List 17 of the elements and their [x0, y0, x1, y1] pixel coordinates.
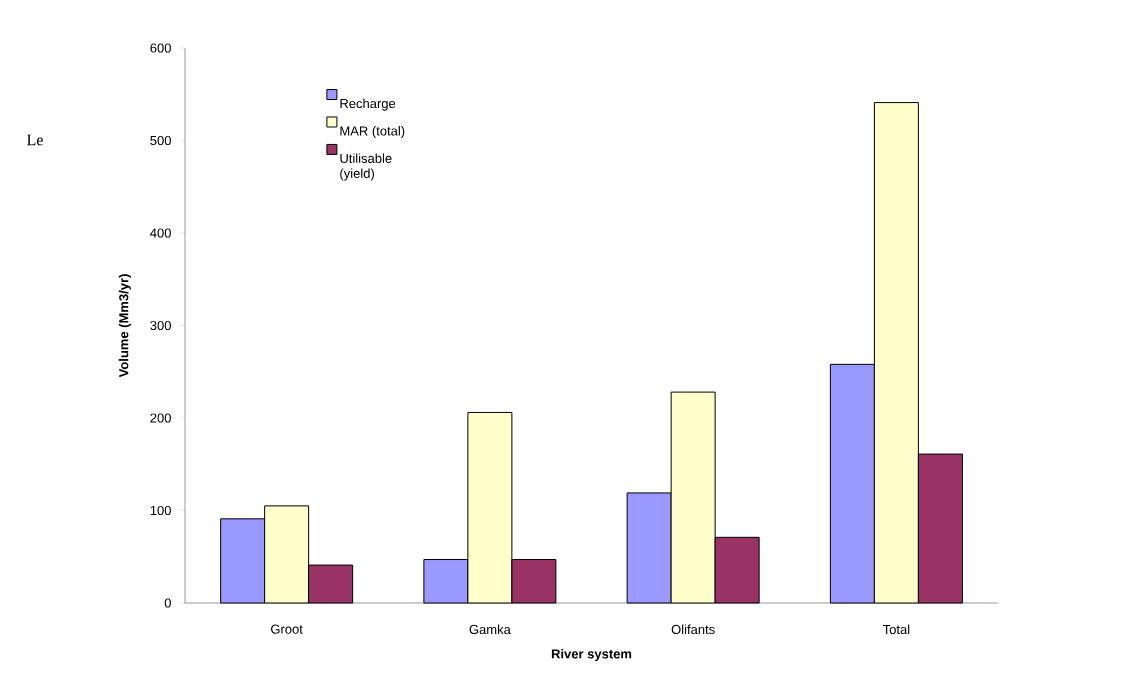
y-tick-label: 500 [150, 135, 171, 146]
legend-label: Utilisable (yield) [340, 153, 392, 181]
x-tick-label: Olifants [671, 624, 715, 635]
y-tick-label: 0 [164, 598, 171, 608]
y-tick-label: 600 [150, 43, 171, 53]
x-tick-label: Total [882, 624, 910, 635]
text: Le [27, 134, 43, 146]
y-tick-label: 100 [150, 505, 171, 516]
x-tick-label: Gamka [469, 624, 511, 635]
legend-label: MAR (total) [340, 125, 405, 139]
y-tick-label: 400 [150, 228, 171, 238]
x-tick-label: Groot [271, 624, 303, 634]
y-axis-title: Volume (Mm3/yr) [118, 274, 131, 378]
x-axis-title: River system [551, 648, 632, 662]
legend-label: Recharge [340, 98, 396, 111]
y-tick-label: 300 [150, 320, 171, 331]
y-tick-label: 200 [150, 413, 171, 423]
